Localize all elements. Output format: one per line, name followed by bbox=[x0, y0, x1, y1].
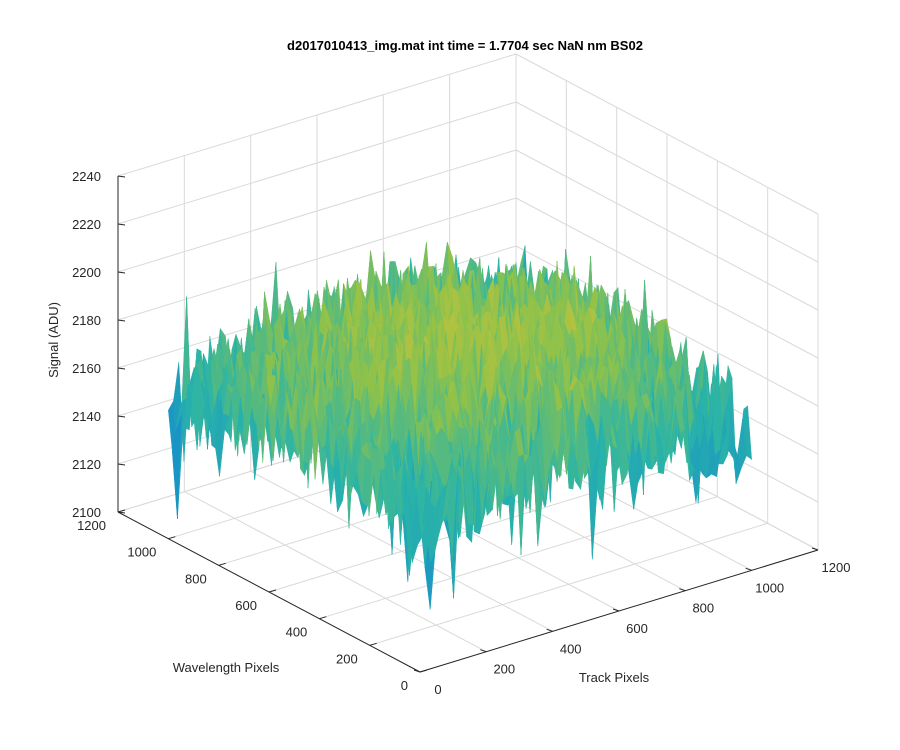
x-tick-mark bbox=[546, 628, 553, 632]
axes-layer bbox=[117, 175, 819, 673]
right-wall-grid-line bbox=[515, 197, 819, 359]
x-tick-mark bbox=[679, 588, 686, 592]
y-tick-label: 800 bbox=[185, 571, 207, 586]
y-tick-label: 400 bbox=[286, 625, 308, 640]
y-axis-label: Wavelength Pixels bbox=[173, 660, 280, 675]
x-tick-mark bbox=[612, 608, 620, 612]
x-tick-label: 1200 bbox=[822, 560, 851, 575]
back-wall-grid-line bbox=[117, 101, 517, 225]
z-tick-mark bbox=[117, 319, 126, 322]
z-tick-mark bbox=[117, 367, 126, 370]
y-tick-label: 0 bbox=[401, 678, 408, 693]
surface-patch bbox=[415, 488, 426, 539]
right-wall-grid-line bbox=[515, 101, 819, 263]
x-axis-label: Track Pixels bbox=[579, 670, 650, 685]
z-tick-label: 2120 bbox=[72, 457, 101, 472]
y-tick-mark bbox=[168, 536, 176, 540]
z-tick-label: 2200 bbox=[72, 265, 101, 280]
back-wall-grid-line bbox=[117, 197, 517, 321]
z-tick-mark bbox=[117, 511, 126, 514]
z-tick-label: 2180 bbox=[72, 313, 101, 328]
z-tick-mark bbox=[117, 175, 126, 178]
y-tick-mark bbox=[369, 642, 377, 646]
z-tick-label: 2240 bbox=[72, 169, 101, 184]
back-wall-grid-line bbox=[117, 53, 517, 177]
z-tick-mark bbox=[117, 463, 126, 466]
right-wall-grid-line bbox=[515, 53, 819, 215]
y-tick-label: 600 bbox=[235, 598, 257, 613]
x-tick-label: 400 bbox=[560, 641, 582, 656]
z-tick-mark bbox=[117, 271, 126, 274]
z-tick-mark bbox=[117, 223, 126, 226]
y-tick-label: 1000 bbox=[127, 545, 156, 560]
x-tick-label: 600 bbox=[626, 621, 648, 636]
z-tick-label: 2220 bbox=[72, 217, 101, 232]
ticks-layer: 0 200 400 600 800 1000 1200 0 200 400 600 800 1000 12… bbox=[72, 169, 850, 697]
y-tick-mark bbox=[419, 669, 428, 673]
y-tick-label: 200 bbox=[336, 651, 358, 666]
back-wall-grid-line bbox=[117, 149, 517, 273]
x-tick-label: 200 bbox=[493, 662, 515, 677]
x-tick-mark bbox=[811, 547, 819, 551]
x-tick-label: 1000 bbox=[755, 580, 784, 595]
x-tick-mark bbox=[413, 669, 421, 673]
z-tick-label: 2140 bbox=[72, 409, 101, 424]
y-tick-mark bbox=[268, 589, 277, 593]
x-tick-label: 0 bbox=[434, 682, 441, 697]
z-axis-label: Signal (ADU) bbox=[46, 302, 61, 378]
x-tick-mark bbox=[480, 649, 487, 653]
floor-grid-line bbox=[319, 496, 718, 620]
y-tick-mark bbox=[218, 562, 226, 566]
z-tick-label: 2100 bbox=[72, 505, 101, 520]
floor-grid-line bbox=[369, 522, 768, 646]
y-tick-mark bbox=[319, 616, 327, 620]
chart-title: d2017010413_img.mat int time = 1.7704 se… bbox=[287, 38, 643, 53]
right-wall-grid-line bbox=[515, 149, 819, 311]
z-tick-label: 2160 bbox=[72, 361, 101, 376]
y-tick-label: 1200 bbox=[77, 518, 106, 533]
x-tick-label: 800 bbox=[692, 601, 714, 616]
z-tick-mark bbox=[117, 415, 126, 418]
surface bbox=[168, 242, 752, 610]
x-tick-mark bbox=[745, 567, 752, 571]
